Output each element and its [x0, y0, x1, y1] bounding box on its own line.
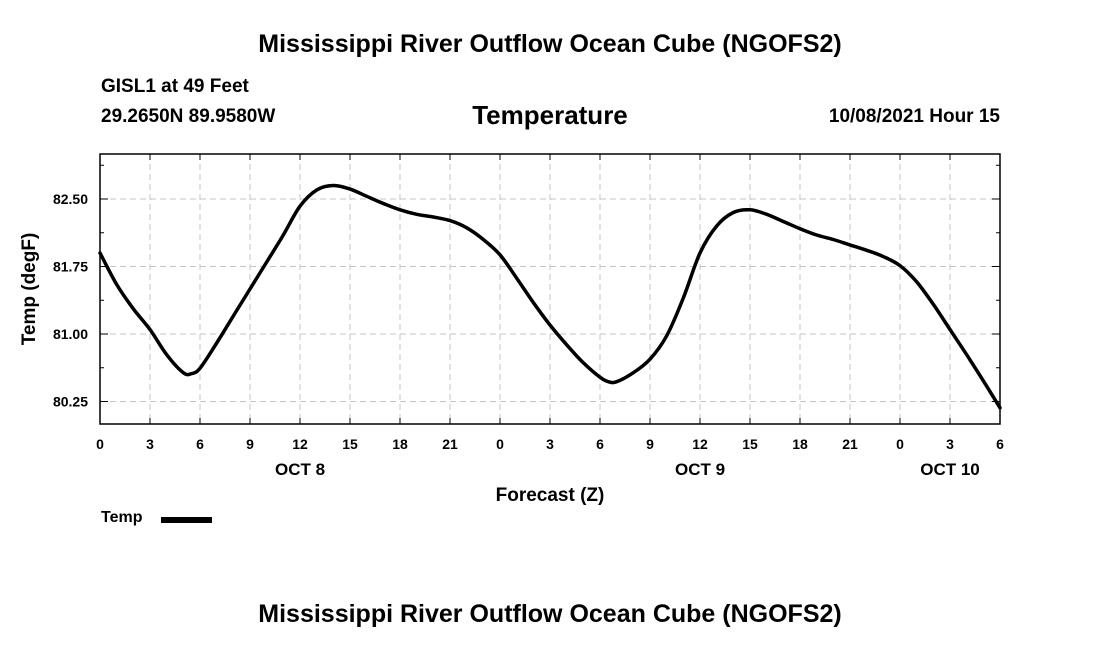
chart-title: Temperature — [472, 100, 628, 130]
y-tick-label: 80.25 — [53, 394, 88, 410]
x-tick-label: 12 — [292, 436, 308, 452]
y-tick-label: 82.50 — [53, 191, 88, 207]
x-tick-label: 3 — [946, 436, 954, 452]
x-tick-label: 21 — [842, 436, 858, 452]
x-tick-label: 9 — [246, 436, 254, 452]
x-axis-label: Forecast (Z) — [496, 485, 605, 506]
day-label: OCT 8 — [275, 460, 325, 479]
x-tick-label: 6 — [996, 436, 1004, 452]
series-line-temp — [98, 183, 1002, 410]
x-tick-label: 12 — [692, 436, 708, 452]
y-axis-label: Temp (degF) — [19, 233, 40, 346]
day-label: OCT 9 — [675, 460, 725, 479]
x-tick-label: 0 — [96, 436, 104, 452]
x-tick-label: 15 — [742, 436, 758, 452]
x-tick-label: 18 — [392, 436, 408, 452]
grid-layer — [100, 154, 1000, 424]
label-layer: 0 3 6 9 12 15 18 21 0 3 6 9 12 15 18 21 0 3 6 80.25 81.00 81.… — [53, 191, 1004, 479]
x-tick-label: 15 — [342, 436, 358, 452]
timestamp-label: 10/08/2021 Hour 15 — [828, 106, 1000, 127]
footer-title: Mississippi River Outflow Ocean Cube (NG… — [258, 600, 842, 628]
x-tick-label: 0 — [896, 436, 904, 452]
y-tick-label: 81.00 — [53, 326, 88, 342]
x-tick-label: 0 — [496, 436, 504, 452]
x-tick-label: 21 — [442, 436, 458, 452]
coordinates-label: 29.2650N 89.9580W — [101, 106, 276, 127]
tick-layer — [99, 154, 1001, 424]
day-label: OCT 10 — [920, 460, 980, 479]
y-tick-label: 81.75 — [53, 259, 88, 275]
x-tick-label: 3 — [146, 436, 154, 452]
station-label: GISL1 at 49 Feet — [101, 76, 249, 97]
x-tick-label: 3 — [546, 436, 554, 452]
x-tick-label: 6 — [596, 436, 604, 452]
legend-swatch — [161, 517, 212, 523]
x-tick-label: 18 — [792, 436, 808, 452]
x-tick-label: 6 — [196, 436, 204, 452]
main-title: Mississippi River Outflow Ocean Cube (NG… — [258, 30, 842, 58]
legend-label: Temp — [101, 509, 143, 526]
x-tick-label: 9 — [646, 436, 654, 452]
